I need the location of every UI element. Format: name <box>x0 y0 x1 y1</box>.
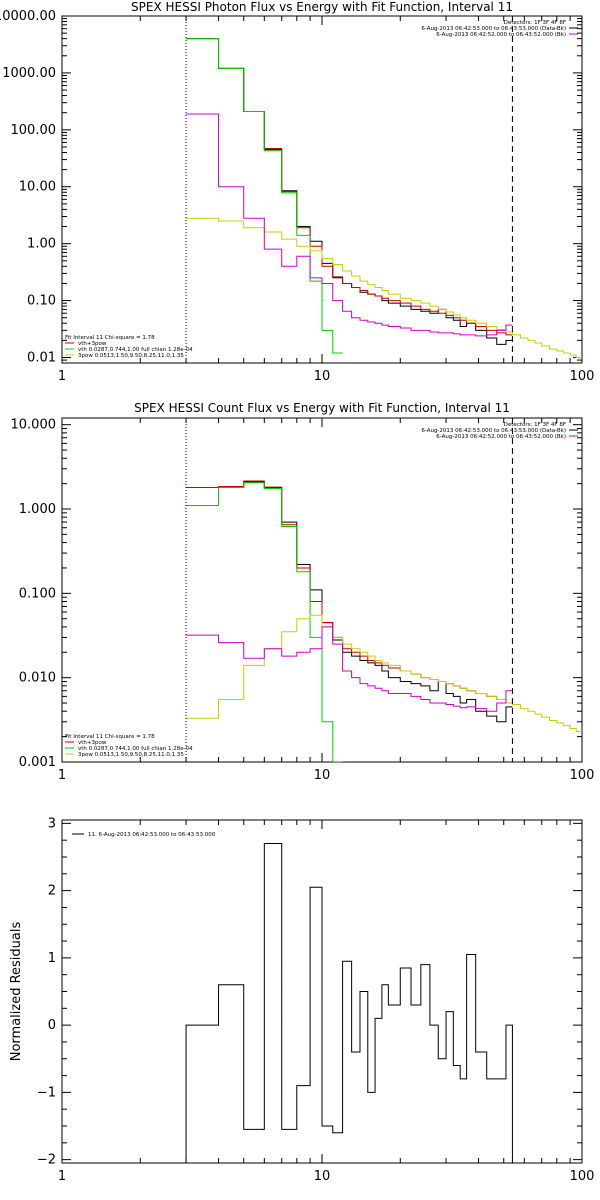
y-tick-label: 10000.00 <box>0 9 56 24</box>
legend-entry: vth 0.0287,0.744,1.00 full chian 1.28e-0… <box>78 746 193 752</box>
x-axis: 1 10 100 <box>58 16 595 384</box>
y-tick-label: −1 <box>37 1085 56 1100</box>
legend-entry: 3pow 0.0513,1.50,9.50,8.25,11.0,1.35 <box>78 353 184 359</box>
y-tick-label: 0.001 <box>19 755 56 770</box>
series-line-4 <box>186 614 582 732</box>
legend-entry: Fit Interval 11 Chi-square = 1.78 <box>65 335 155 341</box>
x-axis: 1 10 100 <box>58 418 595 783</box>
series-group <box>186 480 582 762</box>
series-group <box>186 38 582 358</box>
legend-entry: Detectors: 1F 3F 4F 8F <box>504 20 566 26</box>
x-tick-label: 1 <box>58 1169 66 1184</box>
legend-entry: vth 0.0287,0.744,1.00 full chian 1.28e-0… <box>78 347 193 353</box>
legend-entry: 6-Aug-2013 06:42:53.000 to 06:43:53.000 … <box>421 428 566 434</box>
series-line-2 <box>186 480 513 704</box>
y-tick-label: 1.00 <box>27 237 56 252</box>
x-tick-label: 100 <box>570 768 595 783</box>
y-tick-label: 1 <box>48 951 56 966</box>
y-tick-label: 10.00 <box>19 180 56 195</box>
x-tick-label: 100 <box>570 1169 595 1184</box>
series-line-1 <box>185 843 513 1163</box>
chart-panel-3: Normalized Residuals 1 10 100 −2 −1 0 1 2 3 11. 6-… <box>9 816 594 1184</box>
legend-entry: 6-Aug-2013 06:42:52.000 to 06:43:52.000 … <box>436 434 566 440</box>
y-tick-label: 0.10 <box>27 294 56 309</box>
legend-entry: 11. 6-Aug-2013 06:42:53.000 to 06:43:53.… <box>88 832 216 838</box>
series-line-3 <box>186 482 343 762</box>
y-axis: 0.01 0.10 1.00 10.00 100.00 1000.00 10000.00 <box>0 9 582 365</box>
series-group <box>185 843 513 1163</box>
legend-entry: Detectors: 1F 3F 4F 8F <box>504 422 566 428</box>
chart-panel-2: SPEX HESSI Count Flux vs Energy with Fit… <box>11 401 595 783</box>
series-line-1 <box>186 481 513 723</box>
chart-title: SPEX HESSI Count Flux vs Energy with Fit… <box>134 401 510 415</box>
y-tick-label: 1000.00 <box>2 66 56 81</box>
y-tick-label: −2 <box>37 1153 56 1168</box>
legend-entry: vth+3pow <box>78 740 107 746</box>
y-tick-label: 1.000 <box>19 502 56 517</box>
series-line-4 <box>186 217 582 358</box>
x-axis: 1 10 100 <box>58 820 595 1184</box>
legend-top-right: Detectors: 1F 3F 4F 8F6-Aug-2013 06:42:5… <box>421 20 578 38</box>
legend-top-right: Detectors: 1F 3F 4F 8F6-Aug-2013 06:42:5… <box>421 422 578 440</box>
legend-entry: 6-Aug-2013 06:42:53.000 to 06:43:53.000 … <box>421 26 566 32</box>
y-axis: −2 −1 0 1 2 3 <box>37 816 582 1168</box>
y-tick-label: 10.000 <box>11 418 57 433</box>
x-tick-label: 100 <box>570 369 595 384</box>
y-tick-label: 0.01 <box>27 350 56 365</box>
y-axis-label: Normalized Residuals <box>9 922 24 1062</box>
series-line-5 <box>186 626 513 712</box>
legend-entry: 6-Aug-2013 06:42:52.000 to 06:43:52.000 … <box>436 32 566 38</box>
legend-entry: vth+3pow <box>78 341 107 347</box>
y-tick-label: 0.010 <box>19 671 56 686</box>
series-line-3 <box>186 38 343 354</box>
series-line-5 <box>186 113 513 337</box>
series-line-1 <box>186 38 513 345</box>
y-tick-label: 2 <box>48 884 56 899</box>
chart-title: SPEX HESSI Photon Flux vs Energy with Fi… <box>131 0 513 14</box>
y-tick-label: 3 <box>48 816 56 831</box>
x-tick-label: 1 <box>58 768 66 783</box>
y-tick-label: 100.00 <box>11 123 57 138</box>
legend-entry: Fit Interval 11 Chi-square = 1.78 <box>65 734 155 740</box>
x-tick-label: 10 <box>314 1169 331 1184</box>
legend-bottom-left: Fit Interval 11 Chi-square = 1.78vth+3po… <box>65 335 193 359</box>
legend-top-left: 11. 6-Aug-2013 06:42:53.000 to 06:43:53.… <box>72 832 216 838</box>
y-axis: 0.001 0.010 0.100 1.000 10.000 <box>11 418 582 770</box>
legend-bottom-left: Fit Interval 11 Chi-square = 1.78vth+3po… <box>65 734 193 758</box>
legend-entry: 3pow 0.0513,1.50,9.50,8.25,11.0,1.35 <box>78 752 184 758</box>
y-tick-label: 0.100 <box>19 586 56 601</box>
x-tick-label: 10 <box>314 768 331 783</box>
chart-panel-1: SPEX HESSI Photon Flux vs Energy with Fi… <box>0 0 594 384</box>
x-tick-label: 1 <box>58 369 66 384</box>
y-tick-label: 0 <box>48 1018 56 1033</box>
x-tick-label: 10 <box>314 369 331 384</box>
